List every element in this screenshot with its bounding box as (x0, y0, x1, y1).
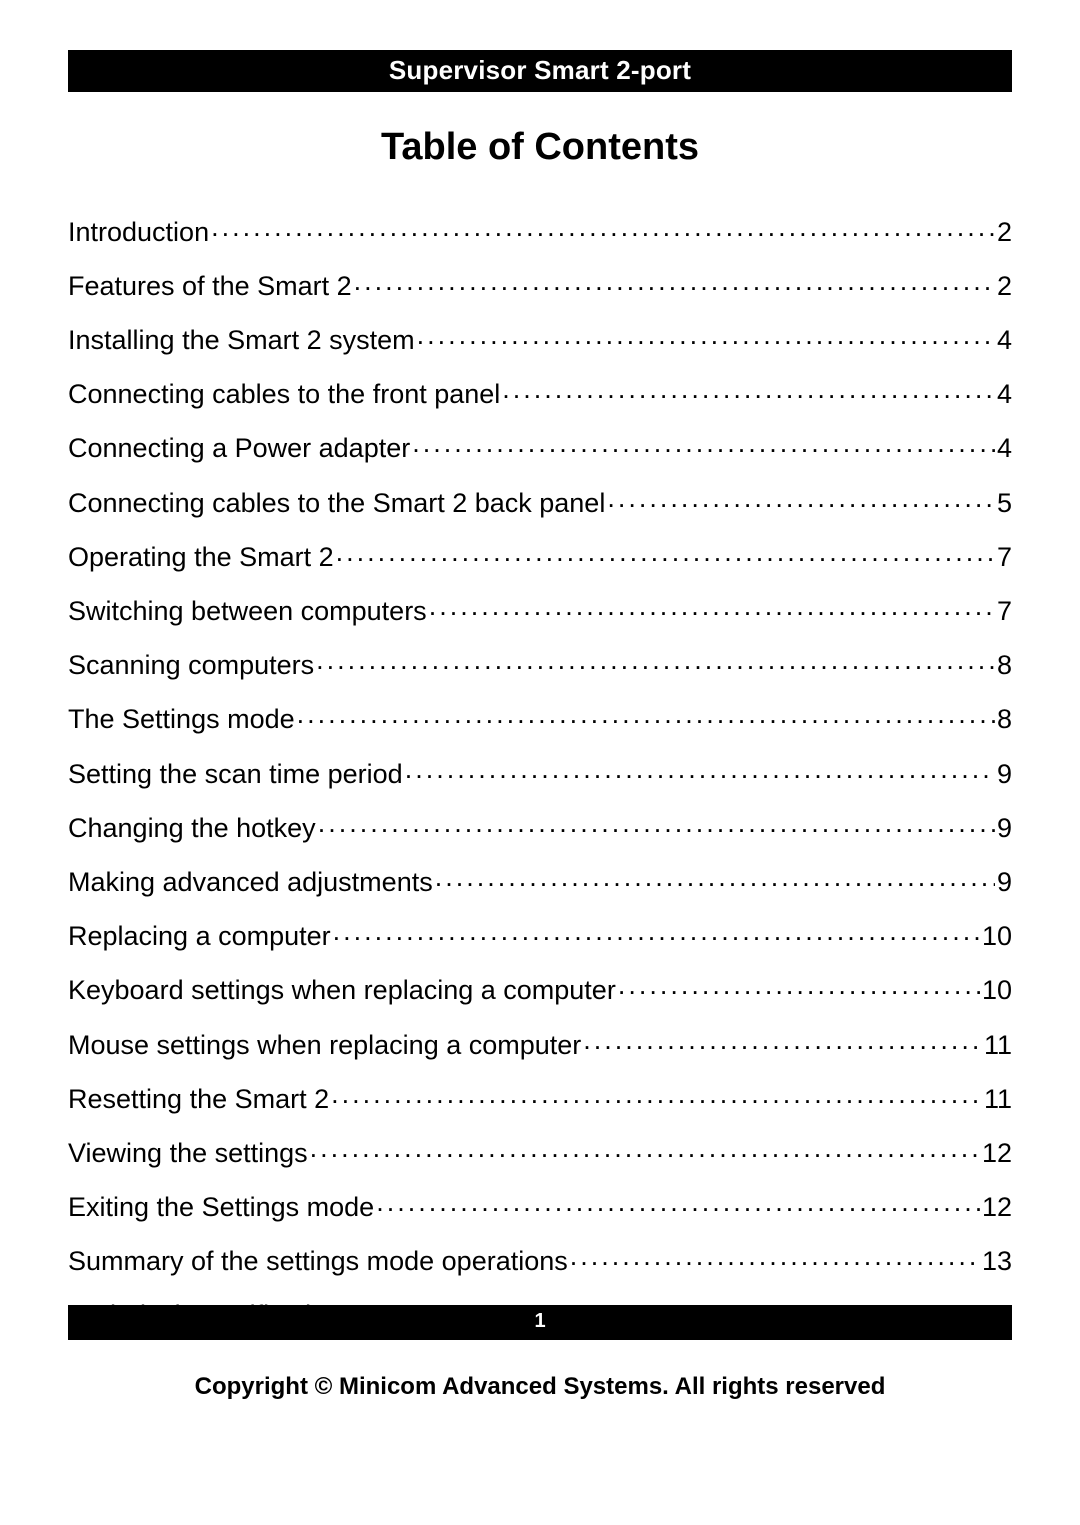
header-bar: Supervisor Smart 2-port (68, 50, 1012, 92)
toc-entry-page: 12 (982, 1140, 1012, 1167)
toc-entry-page: 9 (997, 815, 1012, 842)
toc-entry-page: 11 (984, 1032, 1012, 1059)
toc-leader-dots (607, 482, 995, 512)
toc-entry-label: Replacing a computer (68, 923, 331, 950)
toc-leader-dots (570, 1241, 980, 1271)
toc-leader-dots (211, 211, 995, 241)
toc-entry-label: Operating the Smart 2 (68, 544, 334, 571)
toc-entry-label: Setting the scan time period (68, 761, 403, 788)
toc-entry-page: 9 (997, 761, 1012, 788)
toc-entry-label: Changing the hotkey (68, 815, 316, 842)
toc-entry: Exiting the Settings mode 12 (68, 1186, 1012, 1221)
toc-entry-page: 8 (997, 652, 1012, 679)
toc-entry-label: Resetting the Smart 2 (68, 1086, 329, 1113)
toc-entry: Switching between computers 7 (68, 590, 1012, 625)
toc-entry-page: 2 (997, 273, 1012, 300)
toc-entry-page: 7 (997, 544, 1012, 571)
toc-leader-dots (376, 1186, 980, 1216)
toc-entry-label: The Settings mode (68, 706, 295, 733)
toc-entry-label: Features of the Smart 2 (68, 273, 352, 300)
toc-entry-page: 10 (982, 923, 1012, 950)
toc-leader-dots (435, 861, 995, 891)
toc-entry-label: Viewing the settings (68, 1140, 308, 1167)
toc-entry-page: 4 (997, 381, 1012, 408)
toc-entry-page: 8 (997, 706, 1012, 733)
header-title: Supervisor Smart 2-port (389, 55, 691, 85)
toc-entry-page: 4 (997, 435, 1012, 462)
toc-entry: Setting the scan time period 9 (68, 753, 1012, 788)
toc-entry: Keyboard settings when replacing a compu… (68, 970, 1012, 1005)
toc-entry: Connecting cables to the Smart 2 back pa… (68, 482, 1012, 517)
toc-title: Table of Contents (68, 126, 1012, 169)
toc-entry: Mouse settings when replacing a computer… (68, 1024, 1012, 1059)
toc-entry-page: 7 (997, 598, 1012, 625)
toc-leader-dots (333, 915, 980, 945)
toc-leader-dots (417, 319, 995, 349)
toc-entry: Operating the Smart 2 7 (68, 536, 1012, 571)
toc-entry-label: Scanning computers (68, 652, 314, 679)
toc-entry: Connecting cables to the front panel 4 (68, 374, 1012, 409)
toc-entry: Viewing the settings 12 (68, 1132, 1012, 1167)
toc-entry-label: Connecting cables to the Smart 2 back pa… (68, 490, 605, 517)
footer-page-number: 1 (534, 1310, 545, 1332)
toc-entry: Scanning computers 8 (68, 645, 1012, 680)
toc-entry-page: 5 (997, 490, 1012, 517)
toc-entry: Making advanced adjustments 9 (68, 861, 1012, 896)
toc-entry-page: 2 (997, 219, 1012, 246)
toc-leader-dots (331, 1078, 982, 1108)
toc-entry-page: 9 (997, 869, 1012, 896)
toc-entry: Installing the Smart 2 system 4 (68, 319, 1012, 354)
toc-list: Introduction 2 Features of the Smart 2 2 Ins… (68, 211, 1012, 1329)
toc-entry-label: Exiting the Settings mode (68, 1194, 374, 1221)
toc-leader-dots (336, 536, 995, 566)
toc-entry-page: 12 (982, 1194, 1012, 1221)
toc-entry: Replacing a computer 10 (68, 915, 1012, 950)
toc-leader-dots (405, 753, 995, 783)
toc-leader-dots (429, 590, 995, 620)
toc-entry-page: 10 (982, 977, 1012, 1004)
toc-entry-page: 11 (984, 1086, 1012, 1113)
toc-entry: The Settings mode 8 (68, 699, 1012, 734)
toc-entry-label: Connecting a Power adapter (68, 435, 410, 462)
toc-leader-dots (354, 265, 995, 295)
toc-entry: Features of the Smart 2 2 (68, 265, 1012, 300)
toc-entry-label: Introduction (68, 219, 209, 246)
toc-leader-dots (310, 1132, 980, 1162)
toc-entry: Summary of the settings mode operations 1… (68, 1241, 1012, 1276)
toc-entry-label: Connecting cables to the front panel (68, 381, 500, 408)
toc-entry-label: Switching between computers (68, 598, 427, 625)
toc-leader-dots (316, 645, 995, 675)
document-page: Supervisor Smart 2-port Table of Content… (0, 0, 1080, 1525)
footer-bar: 1 (68, 1305, 1012, 1340)
toc-entry: Resetting the Smart 2 11 (68, 1078, 1012, 1113)
toc-entry: Connecting a Power adapter 4 (68, 428, 1012, 463)
toc-leader-dots (618, 970, 980, 1000)
toc-entry: Changing the hotkey 9 (68, 807, 1012, 842)
toc-leader-dots (297, 699, 995, 729)
toc-leader-dots (502, 374, 995, 404)
toc-entry-page: 13 (982, 1248, 1012, 1275)
toc-leader-dots (318, 807, 995, 837)
copyright-text: Copyright © Minicom Advanced Systems. Al… (68, 1373, 1012, 1401)
toc-entry-label: Keyboard settings when replacing a compu… (68, 977, 616, 1004)
toc-leader-dots (412, 428, 995, 458)
toc-leader-dots (583, 1024, 982, 1054)
toc-entry-label: Mouse settings when replacing a computer (68, 1032, 581, 1059)
toc-entry: Introduction 2 (68, 211, 1012, 246)
toc-entry-label: Making advanced adjustments (68, 869, 433, 896)
toc-entry-page: 4 (997, 327, 1012, 354)
toc-entry-label: Installing the Smart 2 system (68, 327, 415, 354)
toc-entry-label: Summary of the settings mode operations (68, 1248, 568, 1275)
